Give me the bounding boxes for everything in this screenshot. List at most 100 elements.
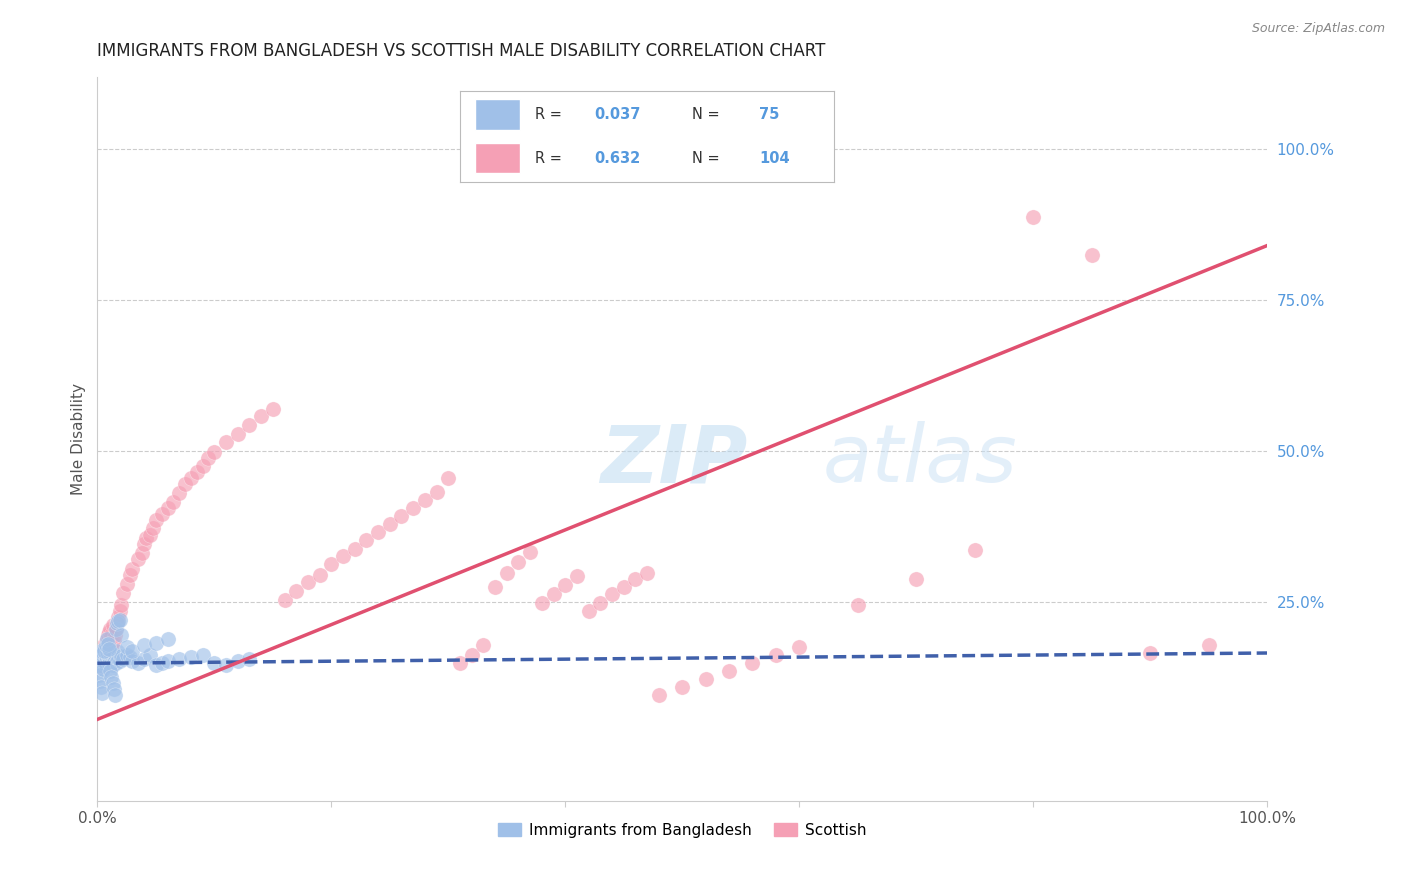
Point — [98, 641, 121, 656]
Point — [107, 614, 129, 628]
Point — [613, 580, 636, 594]
Point — [226, 426, 249, 441]
Point — [321, 558, 343, 572]
Point — [89, 648, 111, 662]
Point — [100, 670, 122, 684]
Point — [105, 644, 128, 658]
Point — [578, 604, 600, 618]
Point — [98, 654, 121, 668]
Point — [115, 648, 138, 662]
Point — [120, 650, 142, 665]
Point — [648, 688, 671, 702]
Point — [108, 654, 131, 668]
Point — [460, 648, 482, 662]
Point — [91, 660, 114, 674]
Point — [97, 655, 120, 669]
Point — [103, 655, 125, 669]
Point — [107, 609, 129, 624]
Point — [98, 624, 121, 639]
Point — [167, 652, 190, 666]
Point — [484, 580, 506, 594]
Point — [115, 576, 138, 591]
Point — [202, 657, 225, 671]
Point — [495, 566, 517, 580]
Point — [98, 646, 121, 660]
Point — [156, 654, 179, 668]
Point — [91, 641, 114, 656]
Point — [97, 637, 120, 651]
Point — [105, 615, 128, 630]
Point — [162, 495, 184, 509]
Point — [413, 493, 436, 508]
Point — [671, 681, 693, 695]
Point — [101, 617, 124, 632]
Point — [93, 641, 115, 656]
Point — [89, 644, 111, 658]
Point — [180, 650, 202, 665]
Point — [100, 628, 122, 642]
Point — [91, 660, 114, 674]
Point — [115, 640, 138, 654]
Point — [1080, 247, 1102, 261]
Point — [108, 613, 131, 627]
Point — [100, 657, 122, 671]
Point — [1022, 210, 1045, 224]
Point — [472, 638, 495, 652]
Point — [120, 567, 142, 582]
Point — [91, 650, 114, 665]
Point — [150, 507, 173, 521]
Point — [134, 652, 156, 666]
Point — [378, 517, 401, 532]
Point — [87, 652, 110, 666]
Point — [543, 587, 565, 601]
Point — [142, 521, 165, 535]
Point — [156, 501, 179, 516]
Point — [308, 567, 330, 582]
Point — [963, 543, 986, 558]
Point — [391, 508, 413, 523]
Point — [127, 657, 149, 671]
Point — [91, 646, 114, 660]
Point — [91, 686, 114, 700]
Point — [110, 648, 132, 663]
Text: IMMIGRANTS FROM BANGLADESH VS SCOTTISH MALE DISABILITY CORRELATION CHART: IMMIGRANTS FROM BANGLADESH VS SCOTTISH M… — [97, 42, 825, 60]
Point — [215, 434, 238, 449]
Text: atlas: atlas — [823, 421, 1018, 500]
Point — [139, 648, 162, 662]
Point — [1198, 638, 1220, 652]
Point — [156, 632, 179, 647]
Point — [180, 471, 202, 485]
Point — [145, 658, 167, 673]
Point — [600, 587, 623, 601]
Point — [87, 650, 110, 665]
Point — [402, 501, 425, 516]
Point — [93, 657, 115, 671]
Point — [765, 648, 787, 662]
Point — [89, 657, 111, 671]
Point — [96, 652, 118, 666]
Point — [1139, 646, 1161, 660]
Text: ZIP: ZIP — [600, 421, 748, 500]
Point — [93, 644, 115, 658]
Point — [112, 652, 135, 666]
Point — [105, 657, 128, 671]
Point — [905, 572, 928, 586]
Point — [186, 465, 208, 479]
Point — [191, 458, 214, 473]
Point — [90, 658, 112, 673]
Point — [94, 658, 117, 673]
Point — [94, 648, 117, 663]
Point — [134, 537, 156, 551]
Point — [97, 648, 120, 662]
Point — [89, 674, 111, 689]
Point — [90, 648, 112, 662]
Point — [105, 622, 128, 636]
Point — [105, 615, 128, 630]
Point — [94, 658, 117, 673]
Point — [145, 636, 167, 650]
Point — [98, 646, 121, 660]
Point — [100, 641, 122, 656]
Point — [104, 628, 127, 642]
Point — [98, 657, 121, 671]
Point — [98, 650, 121, 665]
